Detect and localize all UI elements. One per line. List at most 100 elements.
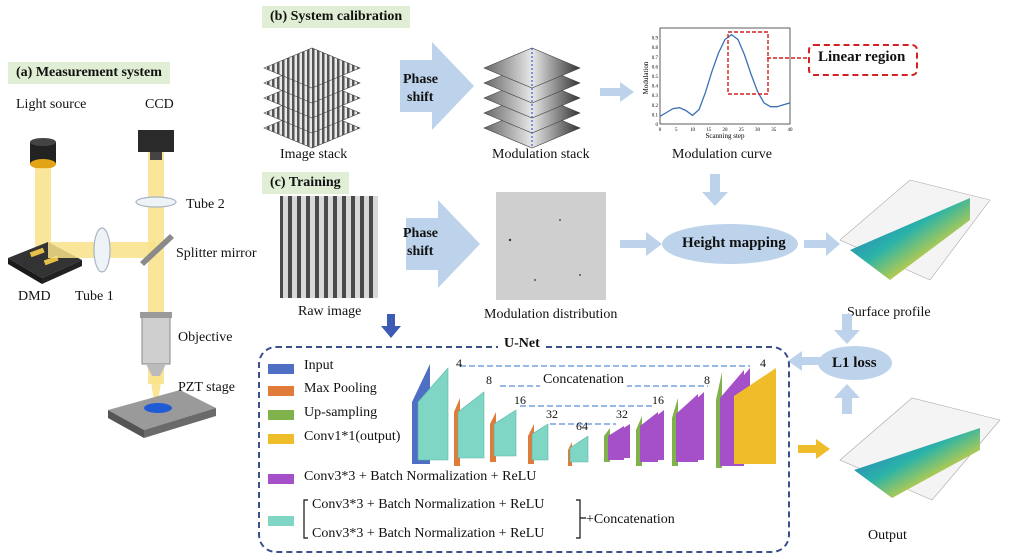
label-pzt-stage: PZT stage (178, 380, 235, 395)
label-light-source: Light source (16, 97, 87, 112)
modulation-curve-chart: 0 0.1 0.2 0.3 0.4 0.5 0.6 0.7 0.8 0.9 0 5 10 15 20 25 3… (642, 27, 794, 140)
x-tick-label: 30 (755, 128, 761, 133)
modulation-distribution-icon (496, 192, 606, 300)
arrow-to-surface (804, 232, 840, 256)
x-tick-label: 35 (771, 128, 777, 133)
linear-region-connector (767, 57, 809, 59)
beam-source-down (35, 168, 51, 260)
legend-conv3-double-1: Conv3*3 + Batch Normalization + ReLU (312, 497, 545, 512)
y-tick-label: 0.4 (652, 85, 659, 90)
legend-brackets (303, 499, 586, 539)
block-dec2b (682, 392, 704, 460)
arrow-l1-to-unet (788, 351, 824, 371)
splitter-mirror-icon (140, 234, 174, 266)
phase-shift-label-1b: shift (407, 90, 434, 105)
arrow-output-to-l1 (834, 384, 860, 414)
block-enc3 (493, 409, 517, 457)
block-enc4 (531, 423, 549, 461)
arrow-to-height-mapping (620, 232, 662, 256)
image-stack-icon (263, 47, 361, 149)
block-dec4b (614, 424, 630, 458)
block-enc2 (457, 391, 485, 459)
arrow-curve-to-height (702, 174, 728, 206)
channel-label-4b: 4 (760, 356, 766, 370)
x-tick-label: 0 (659, 128, 662, 133)
x-tick-label: 10 (690, 128, 696, 133)
channel-label-64: 64 (576, 419, 588, 433)
arrow-to-curve (600, 82, 634, 102)
section-header-training: (c) Training (262, 172, 349, 194)
legend-swatch-up-sampling (268, 410, 294, 420)
x-tick-label: 5 (675, 128, 678, 133)
legend-conv3-single: Conv3*3 + Batch Normalization + ReLU (304, 469, 537, 484)
x-tick-label: 25 (739, 128, 745, 133)
raw-image-icon (280, 196, 378, 298)
block-dec3b (646, 410, 664, 460)
y-tick-label: 0.2 (652, 104, 659, 109)
x-tick-label: 20 (723, 128, 729, 133)
label-modulation-curve: Modulation curve (672, 147, 772, 162)
legend-swatch-conv1 (268, 434, 294, 444)
ccd-icon (138, 130, 174, 160)
phase-shift-arrow-calibration (400, 42, 474, 130)
tube1-lens-icon (93, 227, 111, 273)
label-tube1: Tube 1 (75, 289, 114, 304)
surface-profile-icon (839, 180, 991, 281)
legend-swatch-conv3-double (268, 516, 294, 526)
light-source-icon (30, 138, 56, 169)
measurement-system-diagram (8, 130, 216, 438)
label-dmd: DMD (18, 289, 51, 304)
phase-shift-arrow-training (406, 200, 480, 288)
label-splitter-mirror: Splitter mirror (176, 246, 257, 261)
pzt-stage-icon (108, 390, 216, 438)
y-axis-label: Modulation (642, 61, 650, 94)
phase-shift-label-2a: Phase (403, 226, 438, 241)
phase-shift-label-1a: Phase (403, 72, 438, 87)
objective-icon (140, 312, 172, 376)
x-tick-label: 40 (788, 128, 794, 133)
output-surface-icon (839, 397, 1001, 501)
y-tick-label: 0.3 (652, 94, 659, 99)
y-tick-label: 0.9 (652, 37, 659, 42)
legend-max-pooling: Max Pooling (304, 381, 377, 396)
channel-label-32b: 32 (616, 407, 628, 421)
label-height-mapping: Height mapping (682, 235, 786, 251)
beam-focus (150, 376, 162, 408)
concatenation-label: Concatenation (540, 372, 627, 388)
legend-plus-concatenation: +Concatenation (586, 512, 675, 527)
y-tick-label: 0 (656, 123, 659, 128)
label-objective: Objective (178, 330, 233, 345)
arrow-raw-to-unet (381, 314, 401, 338)
y-tick-label: 0.7 (652, 56, 659, 61)
height-mapping-node (662, 224, 798, 264)
legend-up-sampling: Up-sampling (304, 405, 378, 420)
legend-swatch-max-pooling (268, 386, 294, 396)
tube2-lens-icon (135, 196, 177, 208)
linear-region-box (727, 31, 769, 95)
section-header-measurement: (a) Measurement system (8, 62, 170, 84)
legend-swatch-input (268, 364, 294, 374)
channel-label-8b: 8 (704, 373, 710, 387)
x-tick-label: 15 (706, 128, 712, 133)
x-axis-label: Scanning step (705, 132, 745, 140)
y-tick-label: 0.8 (652, 46, 659, 51)
channel-label-8a: 8 (486, 373, 492, 387)
series-line (659, 33, 791, 117)
arrow-unet-to-output (798, 439, 830, 459)
modulation-stack-icon (483, 47, 581, 149)
channel-label-32a: 32 (546, 407, 558, 421)
legend-conv3-double-2: Conv3*3 + Batch Normalization + ReLU (312, 526, 545, 541)
label-output: Output (868, 528, 907, 543)
y-tick-label: 0.6 (652, 65, 659, 70)
label-modulation-distribution: Modulation distribution (484, 307, 618, 322)
y-tick-label: 0.1 (652, 113, 659, 118)
y-tick-label: 0.5 (652, 75, 659, 80)
legend-conv1: Conv1*1(output) (304, 429, 401, 444)
label-l1-loss: L1 loss (832, 355, 877, 371)
block-enc1 (417, 367, 449, 461)
legend-swatch-conv3-single (268, 474, 294, 484)
arrow-surface-to-l1 (834, 314, 860, 344)
legend-input: Input (304, 358, 334, 373)
unet-title: U-Net (498, 336, 546, 352)
block-conv1-output (734, 368, 776, 464)
